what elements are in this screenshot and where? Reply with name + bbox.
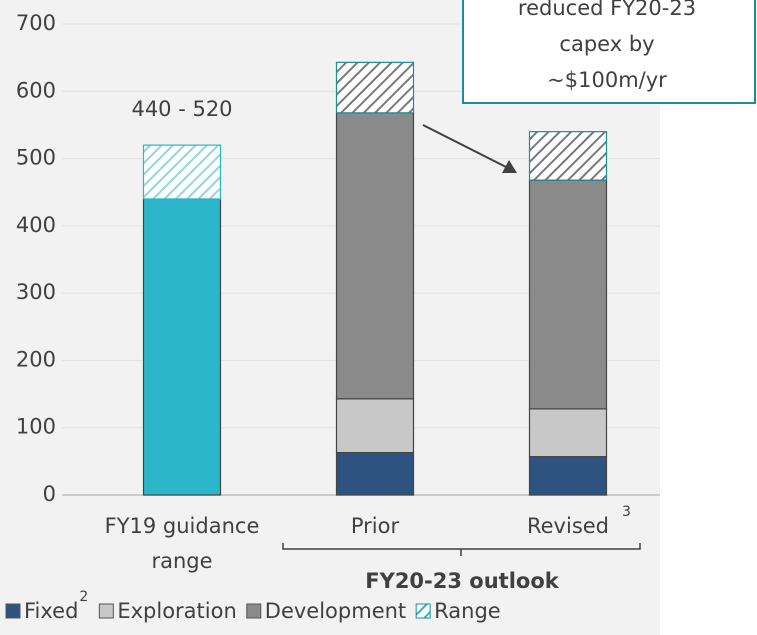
y-tick-label: 100 (16, 415, 56, 439)
y-tick-label: 0 (43, 482, 56, 506)
x-tick-label: Revised (527, 514, 609, 538)
bar-segment (335, 398, 415, 454)
legend-swatch (98, 603, 114, 619)
y-tick-label: 600 (16, 78, 56, 102)
callout-text: capex by (559, 32, 654, 56)
x-tick-label: FY19 guidance range (105, 514, 260, 573)
bar-segment (142, 144, 222, 200)
bar-segment (528, 408, 608, 458)
legend-swatch (5, 603, 21, 619)
y-tick-label: 300 (16, 280, 56, 304)
bar-segment (335, 452, 415, 496)
group-label: FY20-23 outlook (365, 569, 559, 593)
callout-box (462, 0, 756, 104)
x-tick-label: Prior (351, 514, 400, 538)
y-tick-label: 700 (16, 11, 56, 35)
legend-swatch (246, 603, 262, 619)
bar-segment (528, 179, 608, 410)
legend-swatch (415, 603, 431, 619)
y-tick-label: 200 (16, 347, 56, 371)
callout-text: ~$100m/yr (547, 68, 667, 92)
x-tick-label-line: FY19 guidance (105, 514, 260, 538)
superscript: 2 (79, 589, 88, 605)
range-label: 440 - 520 (131, 97, 232, 121)
arrow-head (502, 160, 517, 173)
superscript: 3 (622, 504, 631, 520)
callout-text: reduced FY20-23 (518, 0, 696, 20)
bar-segment (335, 112, 415, 400)
bar-segment (335, 61, 415, 114)
bar-segment (528, 131, 608, 181)
legend-label: Range (434, 599, 501, 623)
y-tick-label: 400 (16, 213, 56, 237)
group-bracket (282, 543, 641, 556)
legend-label: Exploration (117, 599, 236, 623)
bar-segment (528, 456, 608, 496)
y-tick-label: 500 (16, 146, 56, 170)
legend-label: Development (265, 599, 406, 623)
legend-label: Fixed (24, 599, 78, 623)
bar-segment (142, 198, 222, 496)
x-tick-label-line: range (151, 549, 212, 573)
arrow (422, 124, 509, 169)
